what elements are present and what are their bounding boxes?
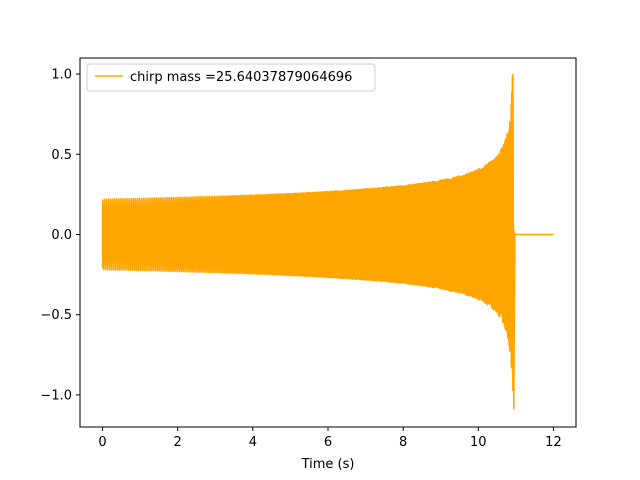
x-axis-ticks: 0 2 4 6 8 10 12 [98,427,562,450]
x-tick-label: 2 [174,435,182,450]
x-tick-label: 8 [399,435,407,450]
legend-box [86,63,376,92]
y-tick-label: −1.0 [40,388,72,403]
series-layer [101,74,555,410]
series-merger-peak [510,74,516,410]
legend: chirp mass =25.64037879064696 [86,63,376,92]
y-tick-label: 0.5 [51,148,72,163]
y-tick-label: −0.5 [40,308,72,323]
legend-entry-label: chirp mass =25.64037879064696 [130,70,352,85]
y-tick-label: 0.0 [51,228,72,243]
x-tick-label: 12 [545,435,562,450]
x-tick-label: 6 [324,435,332,450]
y-axis-ticks: −1.0 −0.5 0.0 0.5 1.0 [40,68,80,403]
x-tick-label: 0 [98,435,106,450]
series-line-chirp [101,75,555,392]
x-tick-label: 10 [470,435,487,450]
x-axis-label: Time (s) [301,457,355,472]
y-tick-label: 1.0 [51,68,72,83]
x-tick-label: 4 [249,435,257,450]
